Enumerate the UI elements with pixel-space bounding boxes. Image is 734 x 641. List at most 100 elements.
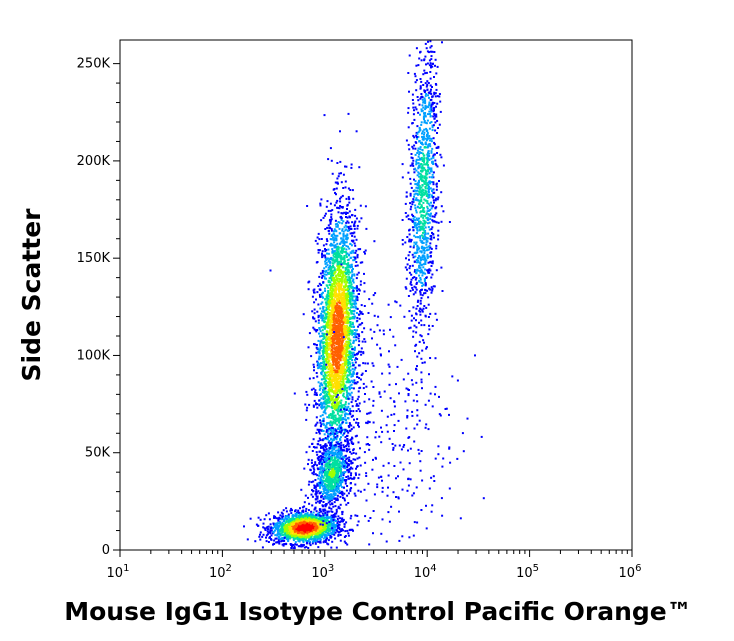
scatter-point [286, 529, 289, 532]
scatter-point [358, 377, 361, 379]
scatter-point [308, 529, 311, 532]
scatter-point [299, 525, 302, 528]
scatter-point [346, 278, 349, 281]
scatter-point [324, 262, 327, 265]
scatter-point [342, 428, 345, 431]
scatter-point [351, 361, 354, 364]
scatter-point [322, 307, 325, 310]
scatter-point [284, 522, 287, 525]
scatter-point [345, 330, 348, 333]
scatter-point [323, 273, 326, 276]
scatter-point [330, 430, 333, 433]
scatter-point [324, 350, 327, 352]
scatter-point [348, 276, 351, 279]
scatter-point [289, 519, 292, 522]
scatter-point [340, 212, 343, 215]
scatter-point [330, 516, 333, 518]
scatter-point [331, 274, 334, 277]
scatter-point [327, 260, 330, 263]
scatter-point [327, 429, 330, 432]
scatter-point [350, 325, 353, 328]
scatter-point [345, 391, 348, 394]
scatter-point [346, 311, 349, 314]
scatter-point [321, 519, 324, 521]
scatter-point [321, 429, 324, 432]
scatter-point [328, 332, 331, 335]
scatter-point [332, 285, 335, 288]
scatter-point [347, 402, 350, 405]
scatter-point [342, 383, 345, 386]
scatter-point [333, 292, 336, 295]
scatter-point [316, 242, 319, 245]
scatter-point [324, 390, 327, 393]
scatter-point [318, 522, 320, 525]
scatter-point [338, 269, 341, 272]
scatter-point [281, 516, 284, 519]
scatter-point [337, 221, 340, 223]
scatter-point [281, 521, 284, 524]
scatter-point [343, 386, 346, 389]
scatter-point [329, 384, 332, 387]
scatter-point [326, 393, 329, 396]
scatter-point [331, 347, 334, 350]
scatter-point [339, 321, 342, 324]
scatter-point [293, 521, 296, 524]
scatter-point [345, 273, 348, 275]
scatter-point [297, 532, 300, 535]
scatter-point [363, 282, 366, 285]
scatter-point [348, 197, 351, 200]
scatter-point [325, 238, 328, 241]
scatter-point [333, 246, 336, 249]
scatter-point [346, 340, 349, 343]
scatter-point [317, 347, 320, 350]
scatter-point [343, 258, 346, 261]
scatter-point [313, 308, 316, 311]
scatter-point [285, 510, 288, 513]
scatter-point [349, 280, 351, 283]
scatter-point [331, 293, 334, 296]
scatter-point [316, 375, 319, 378]
scatter-point [349, 281, 352, 284]
scatter-point [346, 237, 349, 240]
scatter-point [310, 538, 313, 541]
scatter-point [354, 257, 357, 260]
scatter-point [328, 387, 331, 390]
scatter-point [341, 513, 344, 516]
scatter-point [326, 284, 329, 287]
scatter-point [331, 307, 334, 310]
scatter-point [304, 533, 307, 536]
scatter-point [332, 417, 335, 420]
scatter-point [246, 538, 249, 541]
scatter-point [338, 380, 341, 383]
scatter-point [304, 510, 307, 513]
scatter-point [317, 513, 320, 516]
scatter-point [342, 274, 345, 277]
scatter-point [328, 333, 330, 336]
scatter-point [336, 277, 339, 280]
scatter-point [338, 253, 341, 256]
scatter-point [313, 312, 316, 315]
scatter-point [333, 526, 336, 528]
scatter-point [338, 345, 341, 348]
scatter-point [309, 519, 312, 522]
scatter-point [330, 519, 333, 522]
scatter-point [329, 338, 332, 341]
scatter-point [339, 306, 342, 309]
scatter-point [309, 537, 312, 540]
scatter-point [341, 345, 344, 348]
scatter-point [373, 330, 376, 333]
scatter-point [304, 527, 307, 530]
scatter-point [337, 329, 340, 332]
scatter-point [339, 517, 342, 520]
scatter-point [335, 314, 338, 317]
scatter-point [349, 365, 352, 368]
scatter-point [321, 310, 323, 313]
scatter-point [332, 280, 335, 283]
scatter-point [327, 358, 330, 361]
scatter-point [315, 372, 318, 374]
scatter-point [265, 534, 268, 537]
scatter-point [277, 519, 280, 522]
scatter-point [333, 303, 336, 306]
scatter-point [294, 525, 297, 528]
scatter-point [339, 377, 342, 380]
